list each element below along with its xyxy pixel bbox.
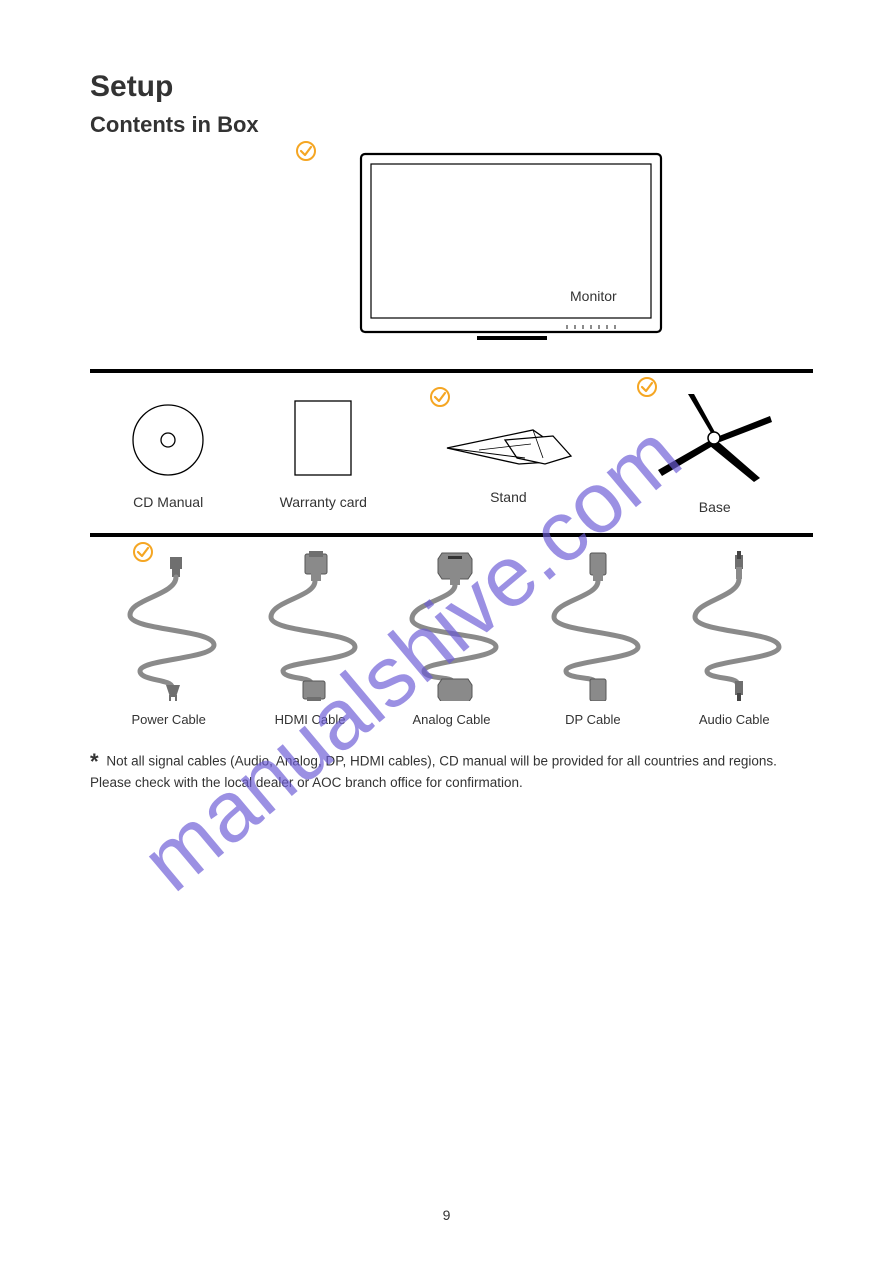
note-text: * Not all signal cables (Audio, Analog, … (90, 749, 813, 790)
cable-dp: DP Cable (528, 551, 658, 727)
warranty-card-label: Warranty card (280, 494, 367, 510)
audio-cable-label: Audio Cable (669, 712, 799, 727)
cable-analog: Analog Cable (386, 551, 516, 727)
checkmark-icon (429, 386, 451, 413)
monitor-label: Monitor (570, 288, 617, 304)
monitor-icon (357, 148, 667, 348)
stand-icon (433, 400, 583, 480)
asterisk-icon: * (90, 749, 99, 775)
cables-row: Power Cable HDMI Cable Analog Cable (90, 551, 813, 727)
analog-cable-label: Analog Cable (386, 712, 516, 727)
accessory-warranty-card: Warranty card (280, 395, 367, 510)
base-label: Base (650, 499, 780, 515)
cd-icon (123, 395, 213, 485)
base-icon (650, 390, 780, 490)
power-cable-icon (114, 551, 224, 701)
checkmark-icon (295, 140, 317, 167)
power-cable-label: Power Cable (104, 712, 234, 727)
accessory-cd-manual: CD Manual (123, 395, 213, 510)
dp-cable-icon (538, 551, 648, 701)
cd-manual-label: CD Manual (123, 494, 213, 510)
note-body: Not all signal cables (Audio, Analog, DP… (90, 754, 777, 790)
accessory-stand: Stand (433, 400, 583, 505)
hdmi-cable-label: HDMI Cable (245, 712, 375, 727)
page-number: 9 (0, 1207, 893, 1223)
divider (90, 369, 813, 373)
card-icon (283, 395, 363, 485)
accessories-row: CD Manual Warranty card Stand (90, 387, 813, 517)
cable-audio: Audio Cable (669, 551, 799, 727)
cable-hdmi: HDMI Cable (245, 551, 375, 727)
monitor-section: Monitor (90, 148, 813, 353)
page-heading: Setup (90, 70, 813, 104)
hdmi-cable-icon (255, 551, 365, 701)
checkmark-icon (132, 541, 154, 568)
checkmark-icon (636, 376, 658, 403)
audio-cable-icon (679, 551, 789, 701)
dp-cable-label: DP Cable (528, 712, 658, 727)
analog-cable-icon (396, 551, 506, 701)
cable-power: Power Cable (104, 551, 234, 727)
accessory-base: Base (650, 390, 780, 515)
divider (90, 533, 813, 537)
page-subheading: Contents in Box (90, 112, 813, 138)
stand-label: Stand (433, 489, 583, 505)
